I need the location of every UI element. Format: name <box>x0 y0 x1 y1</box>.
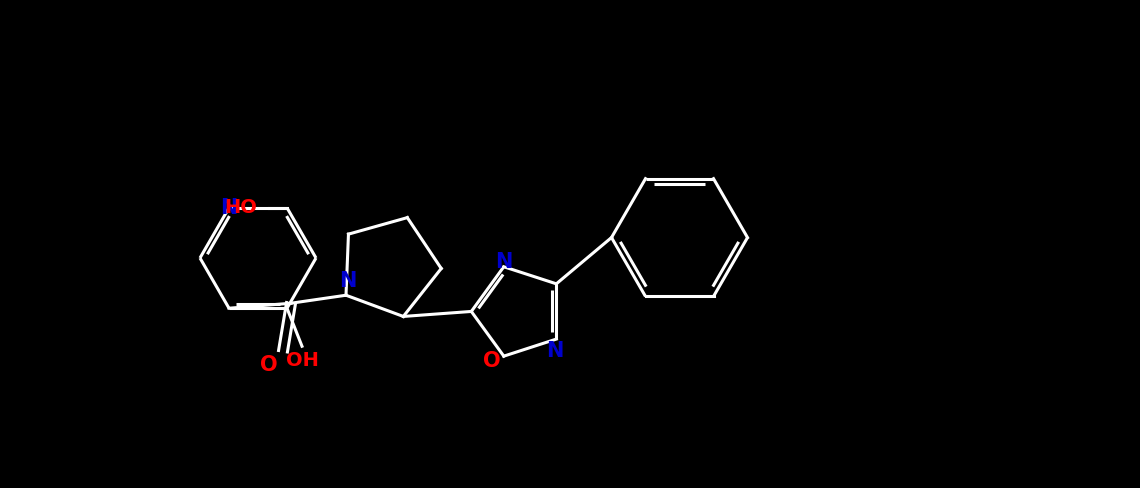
Text: N: N <box>546 341 563 361</box>
Text: O: O <box>260 355 278 375</box>
Text: HO: HO <box>225 198 258 217</box>
Text: N: N <box>340 271 357 291</box>
Text: O: O <box>483 351 500 371</box>
Text: N: N <box>495 252 513 272</box>
Text: OH: OH <box>285 351 318 370</box>
Text: N: N <box>220 198 237 218</box>
